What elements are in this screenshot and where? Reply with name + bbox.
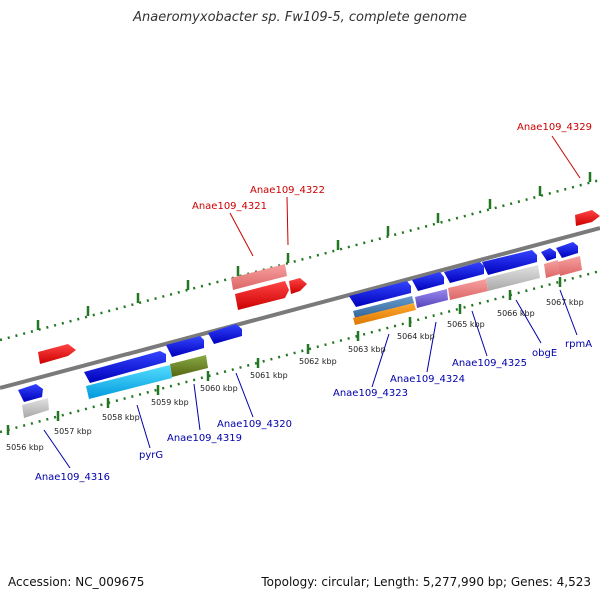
gene-feature[interactable] <box>353 303 416 325</box>
gene-label-anae109-4324[interactable]: Anae109_4324 <box>390 374 465 385</box>
gene-feature[interactable] <box>170 355 208 377</box>
accession-text: Accession: NC_009675 <box>8 575 145 589</box>
gene-label-anae109-4322[interactable]: Anae109_4322 <box>250 185 325 196</box>
gene-label-anae109-4316[interactable]: Anae109_4316 <box>35 472 110 483</box>
tick-label: 5063 kbp <box>348 345 386 354</box>
gene-feature[interactable] <box>444 262 484 283</box>
gene-label-obge[interactable]: obgE <box>532 348 557 359</box>
gene-label-anae109-4329[interactable]: Anae109_4329 <box>517 122 592 133</box>
tick-label: 5067 kbp <box>546 298 584 307</box>
genome-backbone <box>0 226 600 390</box>
gene-feature[interactable] <box>556 242 578 258</box>
gene-label-anae109-4325[interactable]: Anae109_4325 <box>452 358 527 369</box>
gene-feature[interactable] <box>86 365 172 399</box>
gene-feature[interactable] <box>166 336 204 357</box>
tick-label: 5058 kbp <box>102 413 140 422</box>
topology-stats-text: Topology: circular; Length: 5,277,990 bp… <box>261 575 591 589</box>
gene-feature[interactable] <box>412 272 444 291</box>
tick-label: 5060 kbp <box>200 384 238 393</box>
reverse-tick-marks <box>6 277 562 435</box>
gene-feature[interactable] <box>38 344 76 364</box>
gene-label-anae109-4319[interactable]: Anae109_4319 <box>167 433 242 444</box>
gene-feature[interactable] <box>235 281 289 310</box>
gene-label-rpma[interactable]: rpmA <box>565 339 592 350</box>
gene-feature[interactable] <box>415 289 448 308</box>
reverse-strand-features <box>18 242 582 418</box>
gene-feature[interactable] <box>231 264 287 290</box>
gene-feature[interactable] <box>482 250 537 275</box>
tick-label: 5065 kbp <box>447 320 485 329</box>
gene-feature[interactable] <box>22 398 49 418</box>
gene-labels: Anae109_4329 Anae109_4322 Anae109_4321 A… <box>35 122 592 483</box>
tick-label: 5059 kbp <box>151 398 189 407</box>
tick-label: 5056 kbp <box>6 443 44 452</box>
gene-feature[interactable] <box>448 279 488 300</box>
callout-lines <box>43 135 581 469</box>
gene-feature[interactable] <box>558 256 582 276</box>
gene-feature[interactable] <box>349 281 411 307</box>
gene-label-anae109-4323[interactable]: Anae109_4323 <box>333 388 408 399</box>
forward-strand-features <box>38 210 600 364</box>
gene-feature[interactable] <box>575 210 600 226</box>
tick-label: 5057 kbp <box>54 427 92 436</box>
gene-feature[interactable] <box>84 351 166 383</box>
gene-feature[interactable] <box>486 265 540 291</box>
tick-labels: 5056 kbp 5057 kbp 5058 kbp 5059 kbp 5060… <box>6 298 584 452</box>
gene-label-pyrg[interactable]: pyrG <box>139 450 163 461</box>
tick-label: 5062 kbp <box>299 357 337 366</box>
gene-label-anae109-4321[interactable]: Anae109_4321 <box>192 201 267 212</box>
tick-label: 5066 kbp <box>497 309 535 318</box>
forward-tick-marks <box>36 172 592 330</box>
gene-feature[interactable] <box>208 324 242 344</box>
map-title: Anaeromyxobacter sp. Fw109-5, complete g… <box>133 10 467 25</box>
tick-label: 5064 kbp <box>397 332 435 341</box>
gene-feature[interactable] <box>289 278 307 294</box>
gene-feature[interactable] <box>541 248 556 261</box>
tick-label: 5061 kbp <box>250 371 288 380</box>
gene-feature[interactable] <box>18 384 43 402</box>
gene-label-anae109-4320[interactable]: Anae109_4320 <box>217 419 292 430</box>
gene-feature[interactable] <box>544 260 560 278</box>
gene-feature[interactable] <box>353 296 414 318</box>
